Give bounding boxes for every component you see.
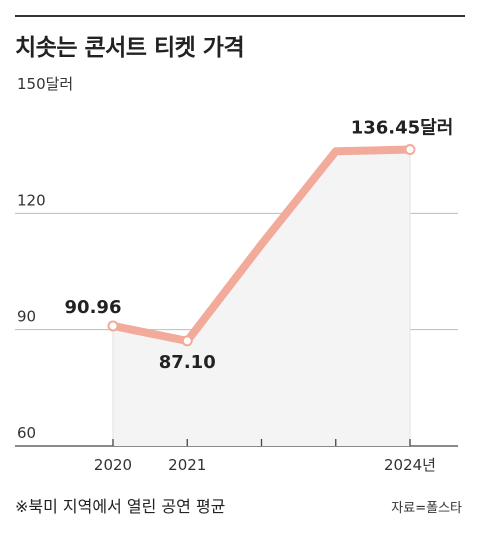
area-fill-layer [112,149,411,446]
data-labels: 90.96 87.10 136.45달러 [65,118,454,373]
chart-title: 치솟는 콘서트 티켓 가격 [15,35,245,61]
data-label: 90.96 [65,297,122,318]
top-rule [15,15,465,17]
data-label: 136.45달러 [351,118,454,139]
x-tick-label: 2020 [94,456,132,474]
y-tick-label: 90 [17,308,36,326]
y-tick-label: 150달러 [17,75,73,93]
source-credit: 자료=폴스타 [391,501,462,516]
x-tick-label: 2024년 [384,456,436,474]
x-axis-ticks: 2020 2021 2024년 [94,439,436,474]
footnote: ※북미 지역에서 열린 공연 평균 [15,497,226,516]
data-label: 87.10 [159,352,216,373]
series-line-layer [109,145,414,345]
y-tick-label: 120 [17,191,46,209]
data-point [181,335,193,347]
y-tick-label: 60 [17,424,36,442]
series-line [109,145,414,345]
data-point [404,144,416,156]
area-fill [113,149,410,446]
data-points [107,144,416,347]
x-tick-label: 2021 [168,456,206,474]
data-point [107,320,119,332]
